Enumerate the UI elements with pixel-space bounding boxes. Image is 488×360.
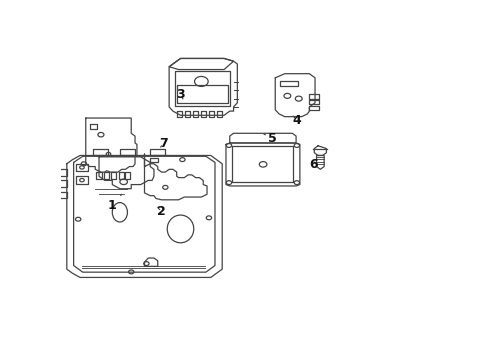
Text: 7: 7 (159, 137, 167, 150)
Text: 4: 4 (292, 114, 301, 127)
Text: 5: 5 (264, 131, 276, 144)
Text: 2: 2 (157, 205, 165, 218)
Text: 3: 3 (176, 88, 184, 101)
Text: 1: 1 (107, 194, 122, 212)
Text: 6: 6 (309, 158, 318, 171)
